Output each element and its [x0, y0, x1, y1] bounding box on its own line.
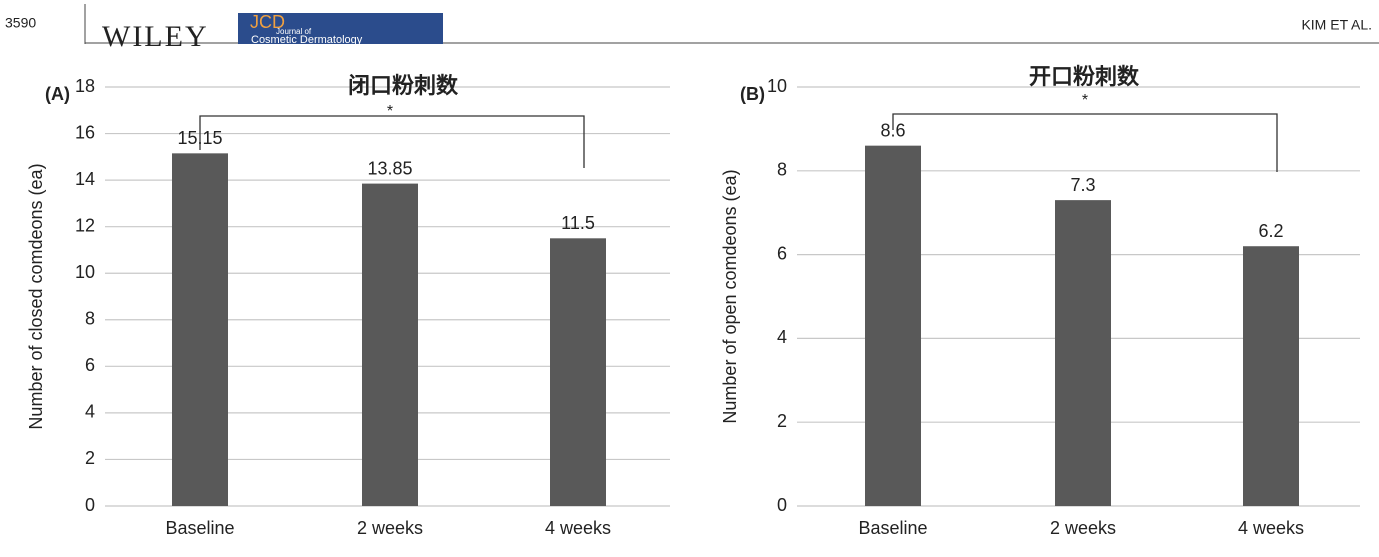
significance-bracket: [199, 115, 585, 168]
journal-abbr: JCD: [250, 12, 285, 32]
y-tick-label: 16: [75, 122, 95, 142]
y-axis-label: Number of open comdeons (ea): [720, 169, 740, 423]
y-axis-label: Number of closed comdeons (ea): [26, 163, 46, 429]
panel-label: (B): [740, 84, 765, 104]
y-tick-label: 10: [767, 76, 787, 96]
y-tick-label: 6: [85, 355, 95, 375]
x-tick-label: 4 weeks: [545, 518, 611, 538]
y-tick-label: 10: [75, 262, 95, 282]
x-tick-label: Baseline: [165, 518, 234, 538]
bar: [362, 183, 418, 506]
page-number: 3590: [5, 15, 36, 31]
bar: [1055, 200, 1111, 506]
y-tick-label: 8: [85, 309, 95, 329]
value-label: 13.85: [367, 158, 412, 178]
panel-label: (A): [45, 84, 70, 104]
chart-title: 闭口粉刺数: [348, 73, 459, 99]
y-tick-label: 14: [75, 169, 95, 189]
publisher: WILEY: [102, 20, 209, 53]
chart-title: 开口粉刺数: [1029, 64, 1140, 90]
y-tick-label: 2: [85, 448, 95, 468]
value-label: 8.6: [880, 120, 905, 140]
y-tick-label: 6: [777, 243, 787, 263]
bar: [1243, 246, 1299, 506]
value-label: 7.3: [1070, 175, 1095, 195]
x-tick-label: 2 weeks: [1050, 518, 1116, 538]
x-tick-label: 4 weeks: [1238, 518, 1304, 538]
annotation: *: [1082, 92, 1088, 109]
bar: [550, 238, 606, 507]
y-tick-label: 4: [85, 402, 95, 422]
journal-line: Journal of: [276, 27, 312, 36]
x-tick-label: Baseline: [858, 518, 927, 538]
journal-logo: [238, 13, 443, 44]
value-label: 6.2: [1258, 221, 1283, 241]
y-tick-label: 12: [75, 215, 95, 235]
x-tick-label: 2 weeks: [357, 518, 423, 538]
y-tick-label: 18: [75, 76, 95, 96]
significance-bracket: [892, 113, 1278, 172]
annotation: *: [387, 103, 393, 120]
running-head: KIM ET AL.: [1301, 17, 1372, 33]
journal-line: Cosmetic Dermatology: [251, 34, 363, 46]
y-tick-label: 4: [777, 327, 787, 347]
value-label: 11.5: [561, 213, 595, 233]
y-tick-label: 8: [777, 160, 787, 180]
bar: [865, 145, 921, 506]
y-tick-label: 0: [777, 495, 787, 515]
y-tick-label: 0: [85, 495, 95, 515]
y-tick-label: 2: [777, 411, 787, 431]
bar: [172, 153, 228, 506]
